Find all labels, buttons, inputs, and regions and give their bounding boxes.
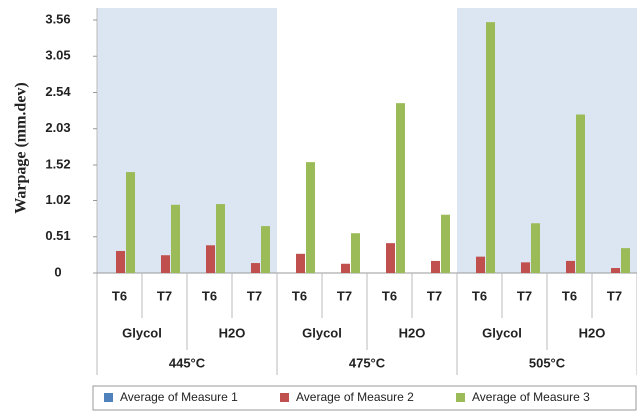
supergroup-label: 445°C	[169, 355, 206, 370]
bar	[261, 226, 270, 273]
x-tick-label: T6	[292, 288, 307, 303]
bar	[531, 223, 540, 273]
y-tick-label: 2.54	[45, 84, 71, 99]
bar	[621, 248, 630, 273]
y-tick-label: 2.03	[45, 120, 70, 135]
y-tick-label: 1.52	[45, 156, 70, 171]
y-tick-label: 0.51	[45, 228, 70, 243]
bar	[126, 172, 135, 273]
bar	[521, 262, 530, 273]
x-tick-label: T6	[382, 288, 397, 303]
y-axis-title: Warpage (mm.dev)	[13, 82, 30, 214]
x-tick-label: T7	[607, 288, 622, 303]
bar	[306, 162, 315, 273]
plot-band	[97, 8, 277, 273]
legend-swatch	[280, 393, 289, 402]
y-tick-label: 3.56	[45, 11, 70, 26]
supergroup-label: 505°C	[529, 355, 566, 370]
legend-label: Average of Measure 2	[296, 390, 414, 404]
bar	[576, 114, 585, 274]
group-label: Glycol	[482, 325, 522, 340]
bar	[396, 103, 405, 273]
bar	[476, 256, 485, 273]
bar	[431, 260, 440, 273]
x-tick-label: T6	[112, 288, 127, 303]
bar	[611, 268, 620, 273]
group-label: Glycol	[302, 325, 342, 340]
bar	[171, 204, 180, 273]
bar	[161, 255, 170, 273]
x-tick-label: T6	[202, 288, 217, 303]
bar	[341, 263, 350, 273]
y-tick-label: 3.05	[45, 48, 70, 63]
group-label: H2O	[579, 325, 606, 340]
plot-band	[457, 8, 637, 273]
bar	[206, 245, 215, 273]
bar	[386, 243, 395, 273]
y-tick-label: 0	[54, 264, 61, 279]
y-tick-label: 1.02	[45, 192, 70, 207]
bar	[216, 204, 225, 273]
bar	[441, 214, 450, 273]
bar	[351, 233, 360, 273]
bar	[296, 253, 305, 273]
x-tick-label: T6	[562, 288, 577, 303]
bar	[251, 263, 260, 273]
group-label: H2O	[399, 325, 426, 340]
legend-box	[92, 385, 637, 411]
legend-label: Average of Measure 1	[120, 390, 238, 404]
x-tick-label: T7	[247, 288, 262, 303]
x-tick-label: T7	[337, 288, 352, 303]
bar	[486, 22, 495, 274]
group-label: H2O	[219, 325, 246, 340]
bar	[566, 260, 575, 273]
supergroup-label: 475°C	[349, 355, 386, 370]
group-label: Glycol	[122, 325, 162, 340]
x-tick-label: T7	[157, 288, 172, 303]
legend-label: Average of Measure 3	[472, 390, 590, 404]
legend-swatch	[456, 393, 465, 402]
x-tick-label: T7	[517, 288, 532, 303]
x-tick-label: T6	[472, 288, 487, 303]
bar	[116, 250, 125, 273]
x-tick-label: T7	[427, 288, 442, 303]
legend-swatch	[104, 393, 113, 402]
